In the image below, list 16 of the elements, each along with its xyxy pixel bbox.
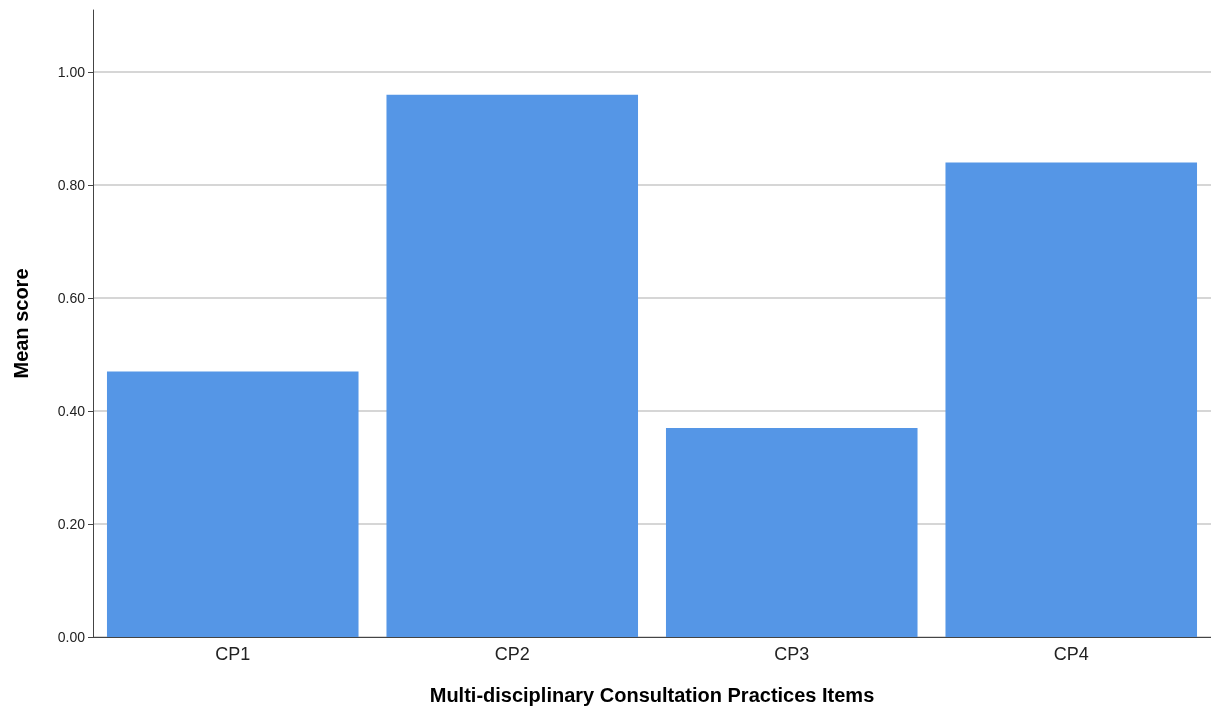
bar [386, 94, 639, 637]
y-tick-label: 0.80 [57, 177, 86, 194]
y-tick-label: 0.00 [57, 629, 86, 645]
x-tick-label: CP2 [494, 644, 530, 664]
y-tick-label: 0.20 [57, 516, 86, 533]
bar [106, 371, 359, 637]
y-axis-title: Mean score [10, 268, 32, 379]
y-tick-label: 0.40 [57, 403, 86, 420]
bar [665, 428, 918, 637]
y-tick-label: 1.00 [57, 64, 86, 81]
bar [945, 162, 1198, 637]
x-tick-label: CP3 [774, 644, 810, 664]
x-tick-label: CP1 [215, 644, 251, 664]
x-axis-title: Multi-disciplinary Consultation Practices Items [429, 684, 875, 706]
y-tick-label: 0.60 [57, 290, 86, 307]
x-tick-label: CP4 [1053, 644, 1089, 664]
